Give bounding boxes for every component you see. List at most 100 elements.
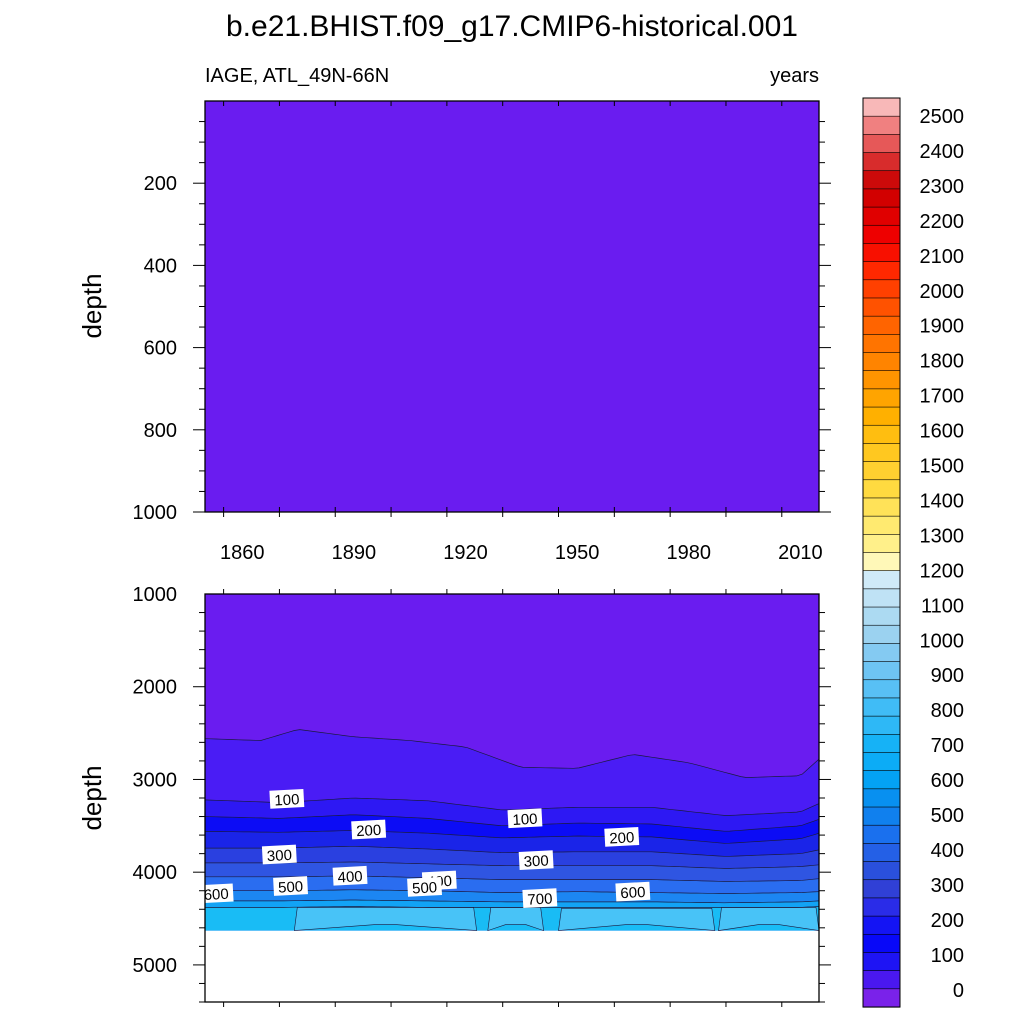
contour-label-box: [261, 844, 297, 865]
colorbar-label: 1300: [920, 525, 965, 547]
upper-x-tick-label: 1920: [443, 542, 488, 564]
upper-x-tick-label: 1980: [667, 542, 712, 564]
contour-label: 500: [273, 876, 308, 897]
lower-contour-bands: [205, 594, 819, 932]
colorbar-swatch: [862, 534, 901, 554]
colorbar-frame: [862, 97, 901, 1008]
colorbar-swatch: [862, 479, 901, 499]
contour-label: 300: [261, 844, 297, 865]
colorbar-swatch: [862, 388, 901, 408]
colorbar-swatch: [862, 988, 901, 1008]
contour-label-box: [507, 808, 543, 829]
contour-line: [205, 845, 819, 857]
colorbar-swatch: [862, 806, 901, 826]
contour-line: [205, 861, 819, 869]
colorbar-label: 2000: [920, 281, 965, 303]
colorbar-swatch: [862, 879, 901, 899]
contour-label-box: [518, 850, 554, 870]
colorbar-swatch: [862, 370, 901, 390]
colorbar-swatch: [862, 715, 901, 735]
contour-label-box: [407, 877, 442, 897]
contour-band: [205, 729, 819, 816]
colorbar-swatch: [862, 733, 901, 754]
contour-label-text: 200: [609, 829, 635, 847]
contour-label: 100: [507, 808, 543, 829]
colorbar-label: 1100: [921, 595, 964, 617]
contour-label-text: 600: [620, 884, 646, 902]
lower-panel: 100200300400500600100200300400500700600 …: [77, 584, 831, 1007]
colorbar-swatch: [862, 588, 901, 608]
colorbar-label: 100: [931, 945, 964, 967]
colorbar-swatch: [862, 134, 901, 154]
contour-label-text: 400: [337, 868, 363, 886]
lower-y-tick-label: 2000: [133, 677, 178, 699]
colorbar-swatch: [862, 170, 901, 190]
left-subtitle: IAGE, ATL_49N-66N: [205, 65, 389, 87]
contour-line: [205, 797, 819, 816]
contour-line: [205, 875, 819, 882]
colorbar-label: 1800: [920, 351, 965, 373]
lower-ticks: 1000 2000 3000 4000 5000: [133, 584, 831, 1007]
colorbar-swatch: [862, 261, 901, 281]
colorbar-swatch: [862, 679, 901, 699]
colorbar-swatch: [862, 334, 901, 354]
contour-line: [205, 729, 819, 778]
colorbar-swatch: [862, 643, 901, 663]
upper-y-tick-label: 400: [144, 255, 177, 277]
colorbar-swatch: [862, 824, 901, 844]
colorbar-swatch: [862, 406, 901, 426]
lower-contour-labels: 100200300400500600100200300400500700600: [198, 789, 651, 909]
colorbar-label: 1500: [920, 456, 965, 478]
contour-label: 300: [518, 850, 554, 871]
upper-ticks: 1860 1890 1920 1950 1980 2010 200 400 600 800 1000: [133, 101, 831, 564]
colorbar: 2500240023002200210020001900180017001600…: [862, 97, 965, 1008]
lower-frame: [204, 593, 820, 1003]
upper-x-tick-label: 1950: [555, 542, 600, 564]
colorbar-swatch: [862, 97, 901, 117]
contour-label-box: [351, 819, 387, 840]
colorbar-label: 2300: [920, 176, 965, 198]
colorbar-label: 500: [931, 805, 964, 827]
upper-y-tick-label: 1000: [133, 502, 178, 524]
contour-label-box: [615, 881, 651, 902]
colorbar-swatch: [862, 443, 901, 463]
colorbar-label: 1700: [920, 386, 965, 408]
colorbar-label: 1600: [920, 421, 965, 443]
contour-label: 600: [198, 883, 234, 904]
contour-band: [205, 900, 819, 908]
contour-line: [205, 899, 819, 904]
contour-label: 100: [269, 789, 305, 810]
right-subtitle: years: [770, 65, 819, 87]
contour-band: [205, 846, 819, 869]
contour-label-text: 500: [412, 879, 438, 897]
colorbar-swatch: [862, 279, 901, 299]
contour-label: 200: [604, 827, 640, 848]
contour-label-text: 100: [512, 811, 538, 829]
upper-x-tick-label: 1890: [332, 542, 377, 564]
contour-label-box: [198, 883, 234, 904]
colorbar-swatch: [862, 497, 901, 517]
contour-label-text: 700: [527, 890, 553, 908]
upper-y-tick-label: 200: [144, 173, 177, 195]
contour-label-text: 500: [278, 878, 304, 896]
colorbar-label: 2200: [920, 211, 965, 233]
colorbar-label: 1400: [920, 491, 965, 513]
colorbar-swatch: [862, 206, 901, 226]
contour-label: 400: [332, 865, 368, 886]
colorbar-swatch: [862, 315, 901, 335]
colorbar-label: 1000: [920, 630, 965, 652]
colorbar-swatch: [862, 424, 901, 445]
contour-label: 600: [615, 881, 651, 902]
colorbar-swatch: [862, 697, 901, 717]
colorbar-swatch: [862, 770, 901, 790]
colorbar-swatch: [862, 552, 901, 572]
contour-label-text: 300: [523, 852, 549, 870]
colorbar-swatch: [862, 952, 901, 972]
colorbar-swatch: [862, 224, 901, 245]
colorbar-label: 2400: [920, 141, 965, 163]
deep-patch: [558, 908, 716, 931]
colorbar-swatch: [862, 843, 901, 863]
upper-y-tick-label: 800: [144, 420, 177, 442]
colorbar-label: 2500: [920, 106, 965, 128]
